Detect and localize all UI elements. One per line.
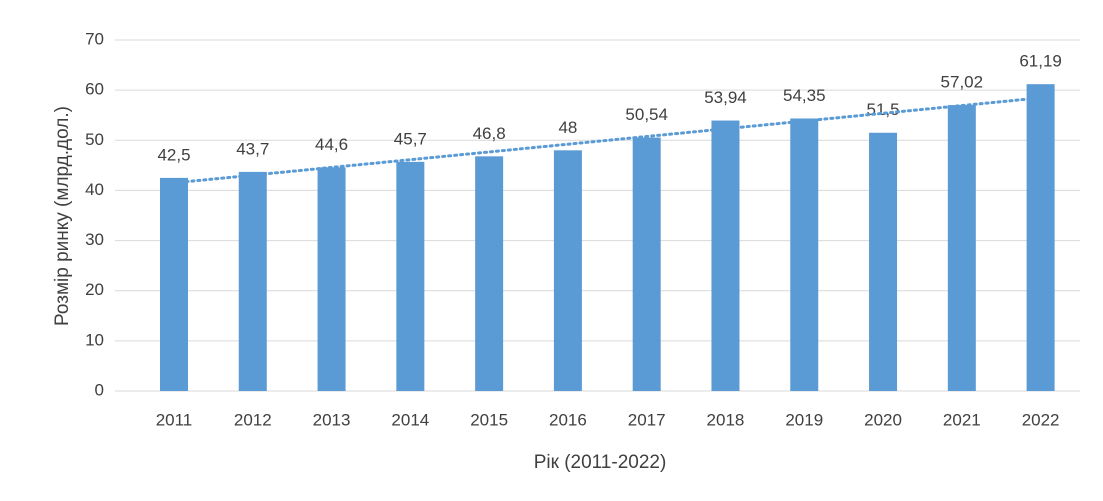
x-tick-label: 2013 [313, 410, 351, 429]
y-tick-label: 20 [85, 280, 104, 299]
data-label: 43,7 [236, 139, 269, 158]
x-tick-label: 2017 [628, 410, 666, 429]
bar [869, 132, 898, 391]
x-tick-label: 2014 [391, 410, 429, 429]
data-label: 54,35 [783, 86, 826, 105]
x-tick-label: 2022 [1022, 410, 1060, 429]
y-tick-label: 50 [85, 130, 104, 149]
bar [1026, 84, 1055, 392]
y-tick-label: 60 [85, 80, 104, 99]
data-label: 44,6 [315, 135, 348, 154]
trendline [172, 96, 1043, 185]
x-tick-label: 2019 [785, 410, 823, 429]
y-tick-label: 10 [85, 330, 104, 349]
data-label: 51,5 [866, 100, 899, 119]
y-tick-label: 0 [95, 380, 104, 399]
x-axis-title: Рік (2011-2022) [534, 452, 667, 473]
bar [790, 118, 819, 391]
bar [632, 137, 661, 391]
y-tick-label: 70 [85, 29, 104, 48]
x-tick-label: 2011 [156, 410, 193, 429]
data-label: 45,7 [394, 129, 427, 148]
bar [947, 105, 976, 392]
data-label: 61,19 [1019, 52, 1062, 71]
bar [159, 177, 188, 391]
y-tick-label: 40 [85, 180, 104, 199]
x-tick-label: 2018 [707, 410, 745, 429]
x-tick-label: 2020 [864, 410, 902, 429]
data-label: 42,5 [157, 145, 190, 164]
data-label: 46,8 [473, 124, 506, 143]
bar [711, 120, 740, 392]
bar [317, 167, 346, 391]
data-label: 53,94 [704, 88, 747, 107]
y-axis-title: Розмір ринку (млрд.дол.) [52, 106, 73, 326]
y-tick-label: 30 [85, 230, 104, 249]
data-label: 57,02 [941, 73, 984, 92]
x-tick-label: 2016 [549, 410, 587, 429]
x-tick-label: 2021 [943, 410, 981, 429]
bar [396, 161, 425, 391]
x-tick-label: 2012 [234, 410, 272, 429]
bar [553, 150, 582, 391]
bar [238, 171, 267, 391]
bar [475, 156, 504, 391]
data-label: 50,54 [625, 105, 668, 124]
x-tick-label: 2015 [470, 410, 508, 429]
data-label: 48 [558, 118, 577, 137]
